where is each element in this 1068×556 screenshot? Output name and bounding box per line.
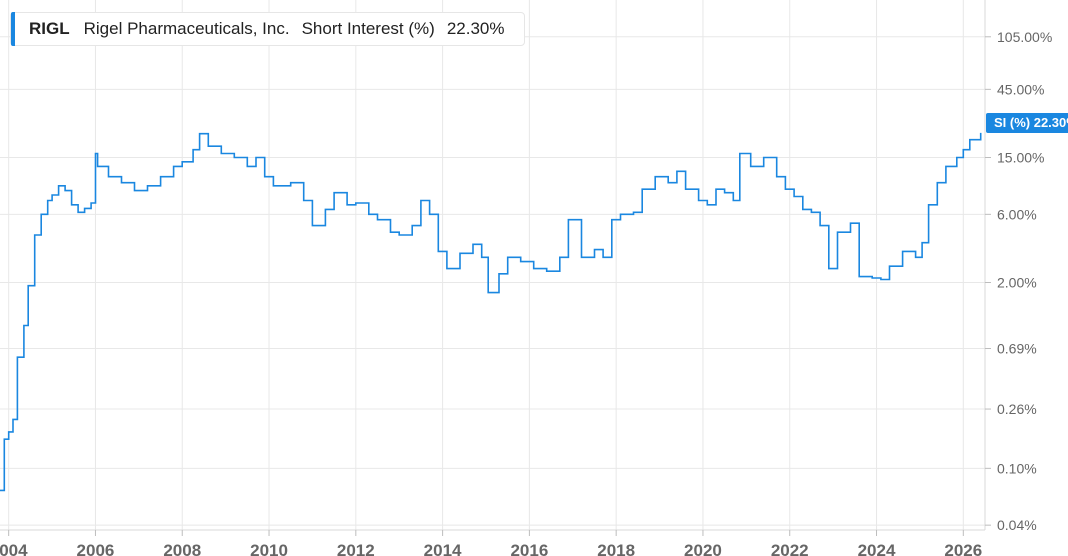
x-tick-label: 2012: [337, 541, 375, 556]
y-tick-label: 15.00%: [997, 149, 1044, 165]
y-tick-label: 0.04%: [997, 517, 1037, 533]
y-tick-label: 0.10%: [997, 460, 1037, 476]
x-tick-label: 2014: [424, 541, 462, 556]
x-tick-label: 2018: [597, 541, 635, 556]
x-tick-label: 2008: [163, 541, 201, 556]
x-tick-label: 2026: [944, 541, 982, 556]
last-value-tag: SI (%) 22.30%: [986, 113, 1068, 133]
legend-company-name: Rigel Pharmaceuticals, Inc.: [83, 19, 290, 38]
legend-metric: Short Interest (%): [301, 19, 435, 38]
y-tick-label: 6.00%: [997, 206, 1037, 222]
y-tick-label: 0.26%: [997, 401, 1037, 417]
short-interest-series-line: [0, 132, 982, 492]
x-tick-label: 2024: [858, 541, 896, 556]
x-tick-label: 2022: [771, 541, 809, 556]
legend-value: 22.30%: [446, 19, 505, 38]
series-legend: RIGL Rigel Pharmaceuticals, Inc. Short I…: [10, 12, 526, 46]
gridlines: [0, 0, 985, 530]
x-tick-label: 2004: [0, 541, 28, 556]
x-axis-ticks: 2004 2006 2008 2010 2012 2014 2016 2018 2020 2022…: [0, 530, 982, 556]
y-tick-label: 105.00%: [997, 29, 1052, 45]
legend-ticker: RIGL: [29, 19, 70, 38]
x-tick-label: 2010: [250, 541, 288, 556]
x-tick-label: 2006: [77, 541, 115, 556]
y-axis-ticks: 105.00% 45.00% 15.00% 6.00% 2.00% 0.69% 0.26% 0…: [985, 29, 1052, 533]
x-tick-label: 2020: [684, 541, 722, 556]
y-tick-label: 2.00%: [997, 274, 1037, 290]
x-tick-label: 2016: [510, 541, 548, 556]
y-tick-label: 0.69%: [997, 341, 1037, 357]
y-tick-label: 45.00%: [997, 81, 1044, 97]
legend-color-swatch: [11, 12, 15, 46]
